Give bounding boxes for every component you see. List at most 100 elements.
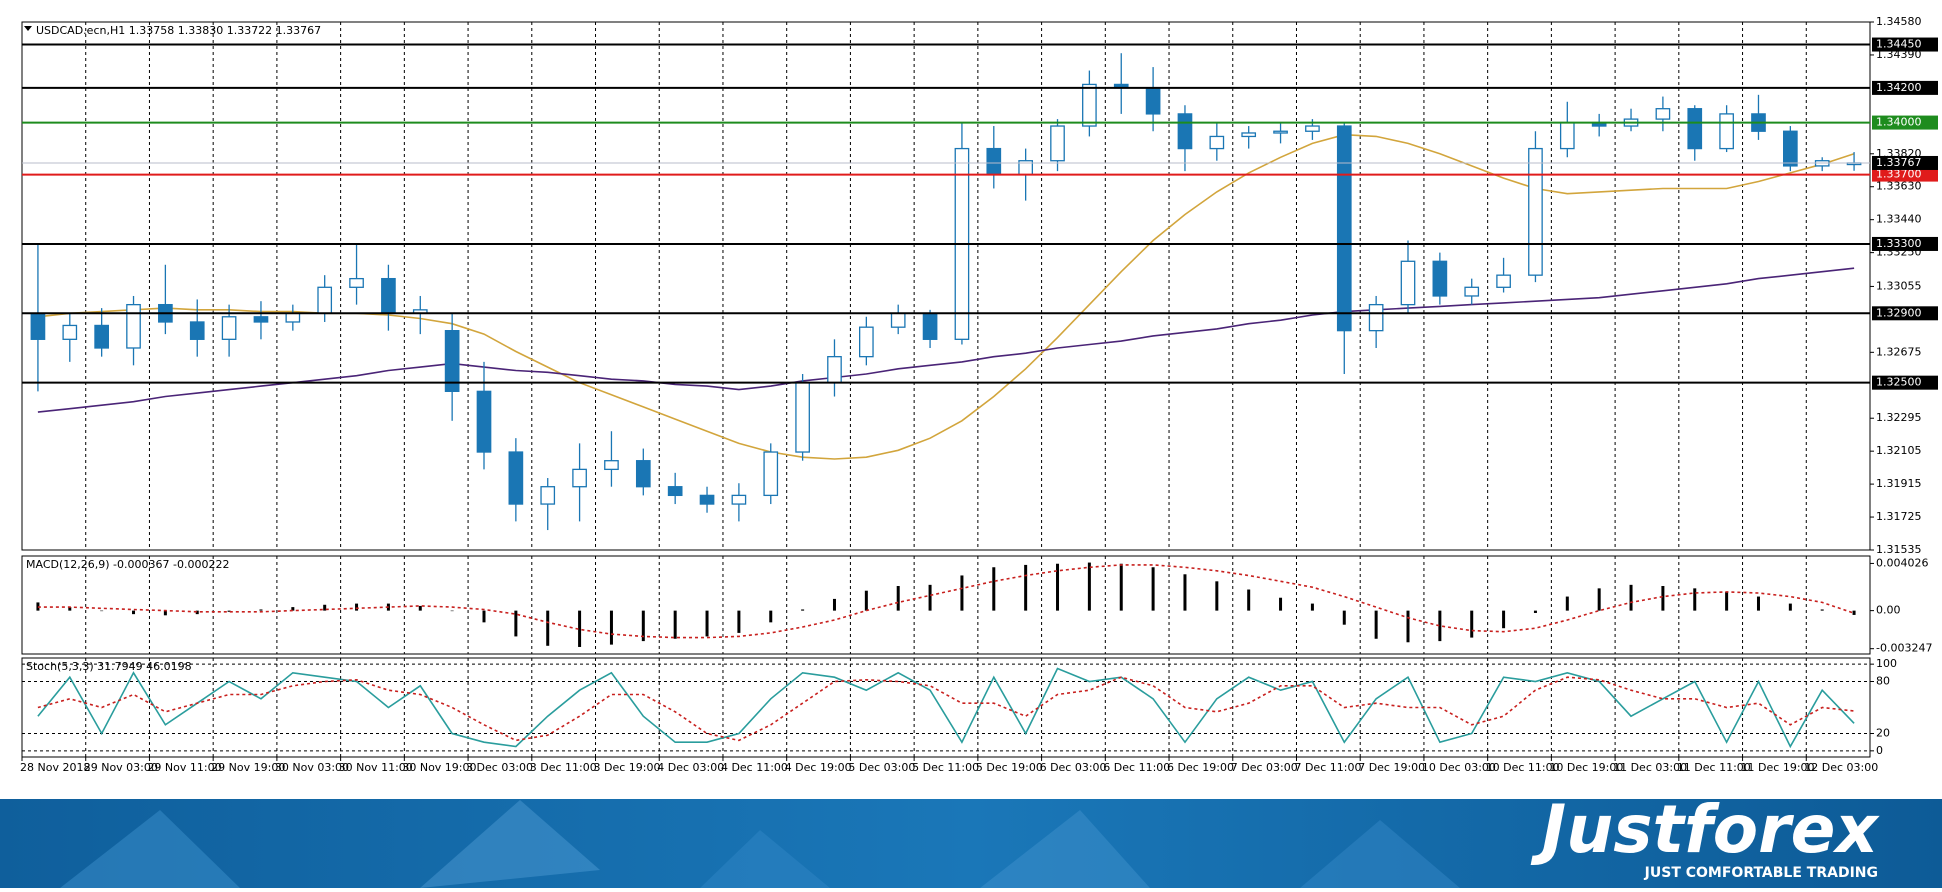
candle-body — [126, 303, 141, 349]
macd-bar — [514, 610, 518, 637]
candle-body — [381, 277, 396, 314]
x-tick-label: 29 Nov 11:00 — [147, 761, 221, 774]
macd-bar — [1279, 597, 1283, 611]
macd-bar — [1533, 610, 1537, 613]
x-tick-label: 29 Nov 03:00 — [84, 761, 158, 774]
candle-body — [1082, 83, 1097, 127]
menu-arrow — [24, 26, 32, 31]
y-tick-label: 1.33055 — [1876, 279, 1922, 292]
x-tick-label: 30 Nov 11:00 — [339, 761, 413, 774]
oscillator-line — [37, 667, 1855, 749]
macd-bar — [1629, 584, 1633, 611]
x-tick-label: 4 Dec 19:00 — [785, 761, 852, 774]
level-box — [1872, 236, 1938, 251]
x-tick-label: 11 Dec 11:00 — [1677, 761, 1751, 774]
macd-bar — [1661, 586, 1665, 611]
macd-bar — [1438, 610, 1442, 642]
panel-frame — [21, 657, 1871, 758]
candle-body — [94, 324, 109, 349]
x-tick-label: 11 Dec 03:00 — [1613, 761, 1687, 774]
candle-body — [317, 286, 333, 314]
x-tick-label: 3 Dec 19:00 — [594, 761, 661, 774]
macd-bar — [291, 607, 295, 611]
level-box — [1872, 167, 1938, 182]
macd-bar — [1406, 610, 1410, 643]
macd-bar — [1151, 567, 1155, 611]
candle-body — [635, 460, 651, 488]
oscillator-line — [37, 676, 1855, 742]
macd-bar — [960, 575, 964, 611]
y-tick-label: 1.33440 — [1876, 213, 1922, 226]
x-tick-label: 7 Dec 11:00 — [1294, 761, 1361, 774]
macd-bar — [928, 584, 932, 611]
candle-body — [1655, 108, 1671, 120]
candle-body — [540, 486, 556, 505]
macd-bar — [1502, 610, 1506, 629]
candle-body — [1559, 121, 1575, 150]
candle-body — [699, 494, 715, 505]
y-tick-label: 1.32105 — [1876, 444, 1922, 457]
candle-body — [1719, 113, 1734, 150]
level-label: 1.32500 — [1876, 376, 1922, 389]
candle-body — [1687, 108, 1703, 150]
macd-bar — [132, 610, 136, 615]
y-tick-label: 0.00 — [1876, 604, 1901, 617]
signal-line — [37, 564, 1855, 639]
macd-bar — [1247, 589, 1251, 611]
macd-bar — [1374, 610, 1378, 639]
candle-body — [1528, 147, 1543, 276]
y-tick-label: 100 — [1876, 657, 1897, 670]
macd-bar — [1820, 609, 1824, 611]
candle-body — [827, 356, 842, 384]
level-box — [1872, 37, 1938, 52]
banner-background — [0, 799, 1942, 888]
x-tick-label: 28 Nov 2018 — [20, 761, 90, 774]
candle-body — [1209, 135, 1225, 150]
x-tick-label: 12 Dec 03:00 — [1804, 761, 1878, 774]
brand: Justforex — [1531, 791, 1881, 868]
candle-body — [221, 316, 237, 340]
candle-body — [253, 316, 269, 323]
macd-bar — [801, 609, 805, 611]
macd-bar — [705, 610, 709, 637]
macd-bar — [769, 610, 773, 623]
level-label: 1.33700 — [1876, 168, 1922, 181]
macd-bar — [227, 610, 231, 612]
macd-bar — [1470, 610, 1474, 638]
panel-title: USDCAD.ecn,H1 1.33758 1.33830 1.33722 1.… — [36, 24, 321, 37]
y-tick-label: 1.31535 — [1876, 543, 1922, 556]
decor — [1300, 820, 1460, 888]
macd-bar — [1183, 574, 1187, 611]
panel-frame — [21, 21, 1871, 551]
x-tick-label: 30 Nov 03:00 — [275, 761, 349, 774]
macd-bar — [609, 610, 613, 645]
macd-bar — [1342, 610, 1346, 625]
macd-bar — [992, 567, 996, 611]
y-tick-label: 1.34580 — [1876, 15, 1922, 28]
level-box — [1872, 80, 1938, 95]
y-tick-label: 1.31915 — [1876, 477, 1922, 490]
x-tick-label: 10 Dec 11:00 — [1486, 761, 1560, 774]
candle-body — [890, 312, 906, 328]
macd-bar — [641, 610, 645, 642]
candle-body — [1050, 125, 1065, 162]
macd-bar — [546, 610, 550, 646]
decor — [420, 800, 600, 888]
level-label: 1.34450 — [1876, 38, 1922, 51]
macd-bar — [578, 610, 582, 647]
candle-body — [1368, 303, 1384, 332]
moving-average — [37, 267, 1855, 413]
level-label: 1.34200 — [1876, 81, 1922, 94]
moving-average — [37, 133, 1855, 460]
macd-bar — [1087, 562, 1091, 611]
macd-bar — [482, 610, 486, 623]
macd-bar — [896, 586, 900, 611]
macd-bar — [259, 609, 263, 611]
macd-bar — [1215, 581, 1219, 611]
x-tick-label: 6 Dec 03:00 — [1040, 761, 1107, 774]
candle-body — [1241, 132, 1257, 138]
macd-bar — [673, 610, 677, 639]
macd-bar — [1597, 588, 1601, 611]
